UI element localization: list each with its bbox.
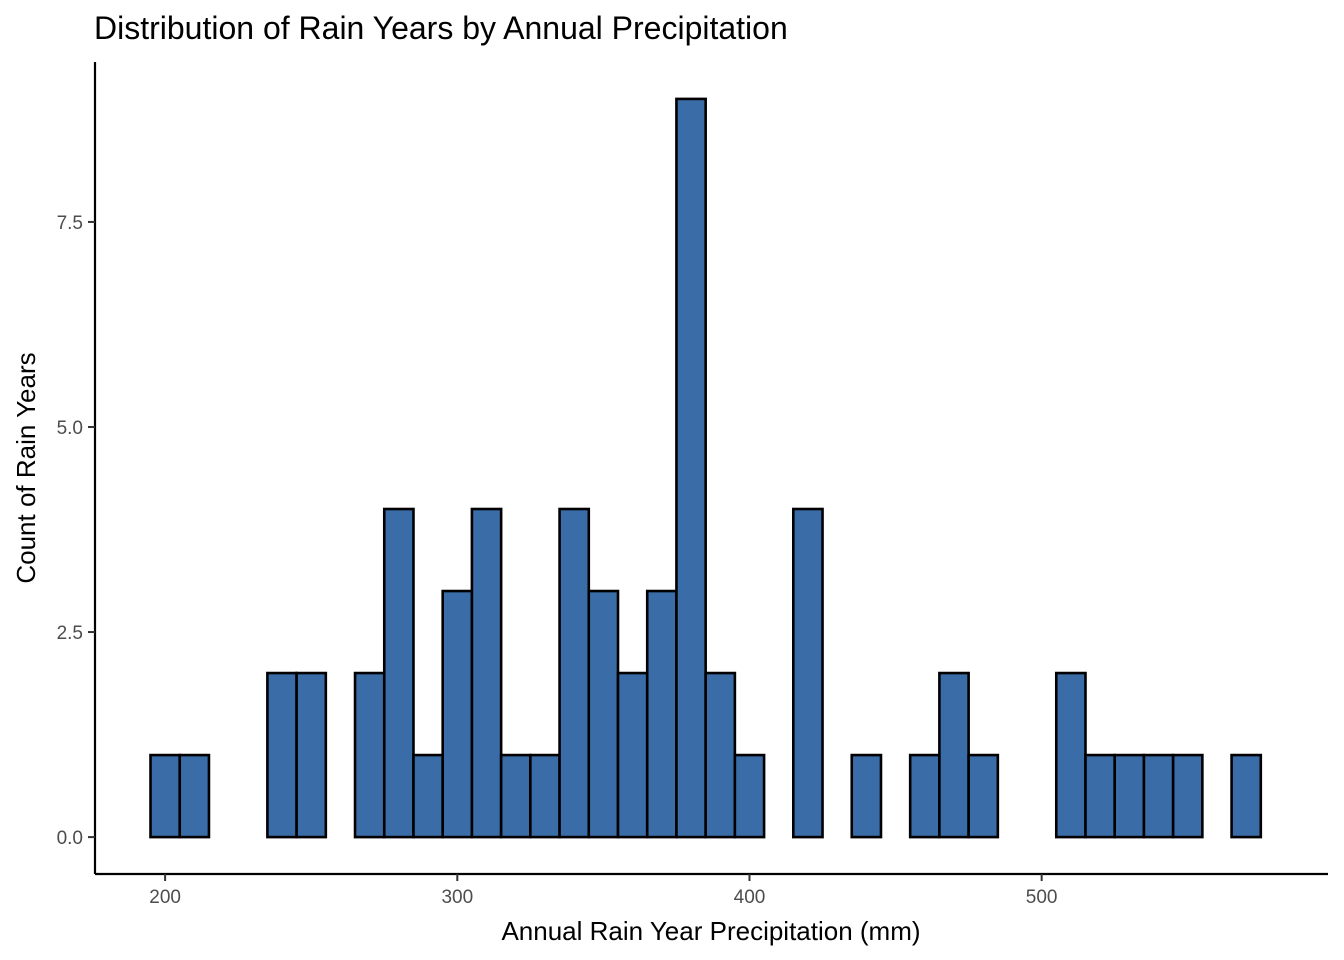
histogram-bar [850,753,883,839]
histogram-bar [1113,753,1146,839]
histogram-bar [733,753,766,839]
histogram-bar [587,589,620,839]
histogram-bar [1230,753,1263,839]
histogram-bar [908,753,941,839]
histogram-bar [499,753,532,839]
y-tick-label: 0.0 [57,828,83,849]
histogram-bar [1054,671,1087,839]
histogram-bar [382,507,415,839]
x-tick-label: 200 [149,887,181,908]
histogram-bar [1142,753,1175,839]
histogram-bar [675,97,707,839]
histogram-bar [616,671,649,839]
y-axis: 0.0 2.5 5.0 7.5 [57,62,97,874]
y-tick-label: 7.5 [57,213,83,234]
x-tick-label: 500 [1026,887,1058,908]
histogram-bar [266,671,298,839]
histogram-bar [441,589,474,839]
bars-group [149,97,1263,839]
y-axis-title: Count of Rain Years [11,352,41,583]
y-tick-label: 5.0 [57,418,83,439]
histogram-bar [558,507,591,839]
histogram-bar [967,753,1000,839]
x-tick-label: 300 [441,887,473,908]
chart-title: Distribution of Rain Years by Annual Pre… [94,10,788,46]
histogram-bar [470,507,503,839]
x-axis-title: Annual Rain Year Precipitation (mm) [501,916,920,946]
histogram-bar [353,671,386,839]
histogram-bar [1084,753,1117,839]
histogram-bar [645,589,678,839]
histogram-bar [938,671,970,839]
x-axis: 200 300 400 500 [95,872,1328,908]
histogram-bar [149,753,182,839]
histogram-bar [1171,753,1204,839]
histogram-bar [704,671,737,839]
histogram-bar [792,507,824,839]
histogram-bar [178,753,211,839]
histogram-bar [529,753,561,839]
histogram-bar [295,671,328,839]
histogram-bar [412,753,445,839]
x-tick-label: 400 [734,887,766,908]
y-tick-label: 2.5 [57,623,83,644]
